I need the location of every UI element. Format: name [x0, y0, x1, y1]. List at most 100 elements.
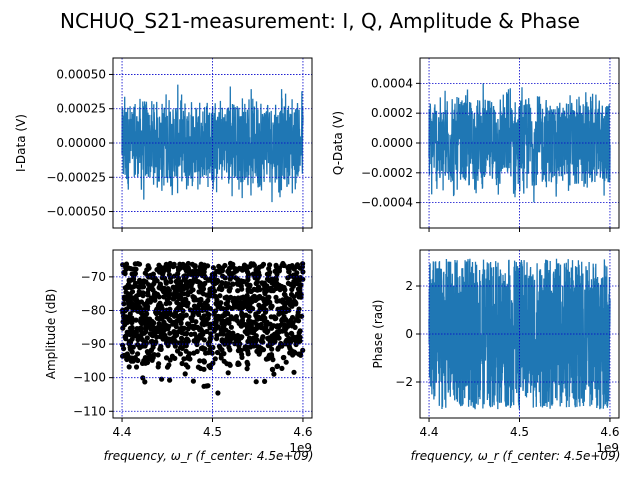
amplitude-point: [224, 332, 230, 338]
phase-x-axis-label: frequency, ω_r (f_center: 4.5e+09): [411, 449, 621, 463]
amplitude-point: [138, 299, 145, 305]
amplitude-point: [300, 276, 306, 282]
amplitude-point: [136, 284, 142, 290]
amplitude-point: [164, 364, 171, 370]
amplitude-point: [288, 301, 294, 307]
amplitude-point: [126, 364, 132, 370]
amplitude-point: [229, 264, 235, 270]
amplitude-point: [238, 323, 244, 329]
amplitude-point: [181, 285, 187, 292]
y-tick-label: −110: [73, 404, 106, 418]
amplitude-point: [170, 296, 176, 302]
amplitude-point: [282, 287, 288, 293]
amplitude-point: [187, 351, 193, 357]
amplitude-point: [163, 261, 169, 267]
amplitude-point: [122, 308, 128, 314]
amplitude-point: [266, 294, 272, 300]
amplitude-point: [230, 281, 236, 287]
amplitude-point: [125, 298, 131, 304]
amplitude-point: [287, 336, 293, 342]
amplitude-point: [256, 284, 262, 290]
amplitude-point: [151, 325, 157, 331]
amplitude-point: [183, 312, 189, 318]
amplitude-point: [235, 360, 241, 366]
amplitude-point: [160, 336, 166, 342]
y-tick-label: 0.00000: [56, 136, 106, 150]
amplitude-point: [191, 350, 197, 356]
amplitude-point: [195, 324, 201, 330]
amplitude-point: [166, 337, 172, 343]
amplitude-point: [213, 293, 219, 300]
amplitude-point: [269, 333, 275, 339]
amplitude-point: [244, 366, 250, 372]
amplitude-point: [290, 352, 296, 358]
amplitude-point: [122, 270, 128, 277]
amplitude-point: [142, 379, 148, 385]
amplitude-point: [178, 302, 184, 309]
amplitude-point: [226, 320, 232, 326]
y-tick-label: 0.0002: [371, 106, 413, 120]
x-tick-label: 4.4: [419, 425, 438, 439]
amplitude-point: [268, 305, 274, 311]
amplitude-point: [207, 346, 213, 352]
y-tick-label: −0.00050: [46, 205, 106, 219]
amplitude-point: [202, 300, 208, 306]
amplitude-point: [245, 330, 251, 336]
amplitude-point: [122, 334, 128, 340]
amplitude-point: [154, 334, 160, 340]
amplitude-point: [137, 345, 143, 351]
amplitude-point: [275, 282, 281, 288]
amplitude-point: [250, 262, 256, 268]
amplitude-point: [144, 300, 150, 306]
amplitude-point: [214, 268, 220, 274]
amplitude-point: [280, 307, 286, 313]
amplitude-point: [207, 325, 213, 331]
amplitude-point: [219, 280, 225, 286]
amplitude-point: [141, 278, 147, 284]
amplitude-point: [154, 291, 161, 297]
amplitude-point: [129, 349, 135, 355]
amplitude-point: [265, 335, 271, 341]
amplitude-point: [250, 306, 256, 312]
amplitude-point: [266, 277, 272, 284]
amplitude-point: [139, 360, 146, 366]
amplitude-point: [166, 295, 172, 301]
amplitude-point: [272, 268, 278, 274]
y-tick-label: −100: [73, 371, 106, 385]
amplitude-point: [295, 313, 301, 319]
amplitude-point: [212, 288, 218, 294]
amplitude-point: [155, 352, 161, 358]
amplitude-point: [262, 378, 268, 384]
amplitude-point: [296, 330, 302, 336]
amplitude-point: [120, 325, 126, 331]
amplitude-point: [292, 337, 298, 343]
amplitude-point: [239, 354, 245, 360]
amplitude-point: [181, 277, 187, 283]
amplitude-point: [269, 325, 275, 331]
amplitude-point: [234, 334, 240, 341]
amplitude-point: [140, 290, 146, 296]
x-tick-label: 4.6: [293, 425, 312, 439]
amplitude-point: [189, 280, 195, 286]
amplitude-point: [214, 336, 220, 342]
amplitude-point: [269, 338, 275, 344]
phase-x-offset-label: 1e9: [596, 441, 619, 455]
amplitude-point: [244, 297, 250, 303]
q-y-axis-label: Q-Data (V): [331, 111, 345, 175]
amplitude-point: [121, 294, 127, 300]
y-tick-label: 0.0000: [371, 136, 413, 150]
i-y-axis-label: I-Data (V): [14, 114, 28, 172]
x-tick-label: 4.5: [203, 425, 222, 439]
q-data-series: [428, 83, 611, 203]
amplitude-point: [264, 319, 270, 325]
amplitude-point: [175, 284, 181, 290]
amplitude-point: [284, 331, 290, 338]
amplitude-point: [167, 330, 173, 336]
amplitude-point: [147, 316, 153, 322]
amplitude-point: [188, 315, 194, 321]
amplitude-point: [163, 289, 169, 295]
amplitude-point: [195, 336, 201, 342]
amplitude-point: [127, 311, 133, 317]
amplitude-point: [227, 339, 233, 345]
amplitude-point: [192, 264, 198, 270]
